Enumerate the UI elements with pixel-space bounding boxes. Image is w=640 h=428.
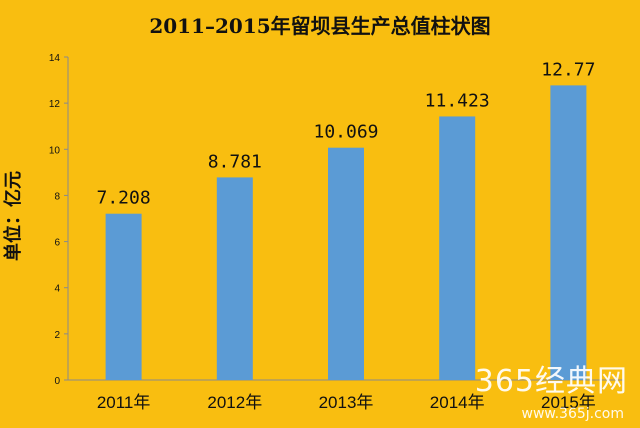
data-label: 8.781 — [208, 151, 262, 172]
bar — [439, 116, 476, 380]
y-tick-label: 0 — [54, 376, 60, 387]
bar — [105, 213, 142, 380]
data-label: 11.423 — [425, 90, 490, 111]
bar — [216, 177, 253, 380]
y-tick-label: 2 — [54, 330, 60, 341]
x-tick-label: 2011年 — [97, 393, 151, 412]
data-label: 10.069 — [313, 122, 378, 143]
x-tick-label: 2014年 — [430, 393, 485, 412]
watermark-url: www.365j.com — [521, 406, 624, 422]
x-tick-label: 2012年 — [207, 393, 262, 412]
y-tick-label: 4 — [54, 284, 60, 295]
x-tick-label: 2015年 — [541, 393, 596, 412]
x-tick-label: 2013年 — [319, 393, 374, 412]
y-tick-label: 12 — [49, 99, 61, 110]
data-label: 12.77 — [541, 59, 595, 80]
y-tick-label: 6 — [54, 238, 60, 249]
y-tick-label: 10 — [49, 145, 61, 156]
data-label: 7.208 — [97, 188, 151, 209]
y-tick-label: 8 — [54, 191, 60, 202]
chart-title: 2011–2015年留坝县生产总值柱状图 — [149, 14, 491, 38]
y-tick-label: 14 — [49, 53, 61, 64]
bar — [328, 147, 364, 380]
bar — [550, 85, 587, 380]
watermark-site-name: 365经典网 — [474, 364, 628, 399]
